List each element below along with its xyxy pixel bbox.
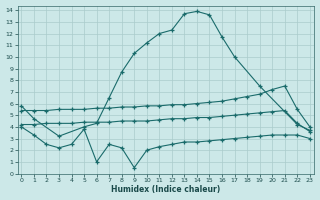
- X-axis label: Humidex (Indice chaleur): Humidex (Indice chaleur): [111, 185, 220, 194]
